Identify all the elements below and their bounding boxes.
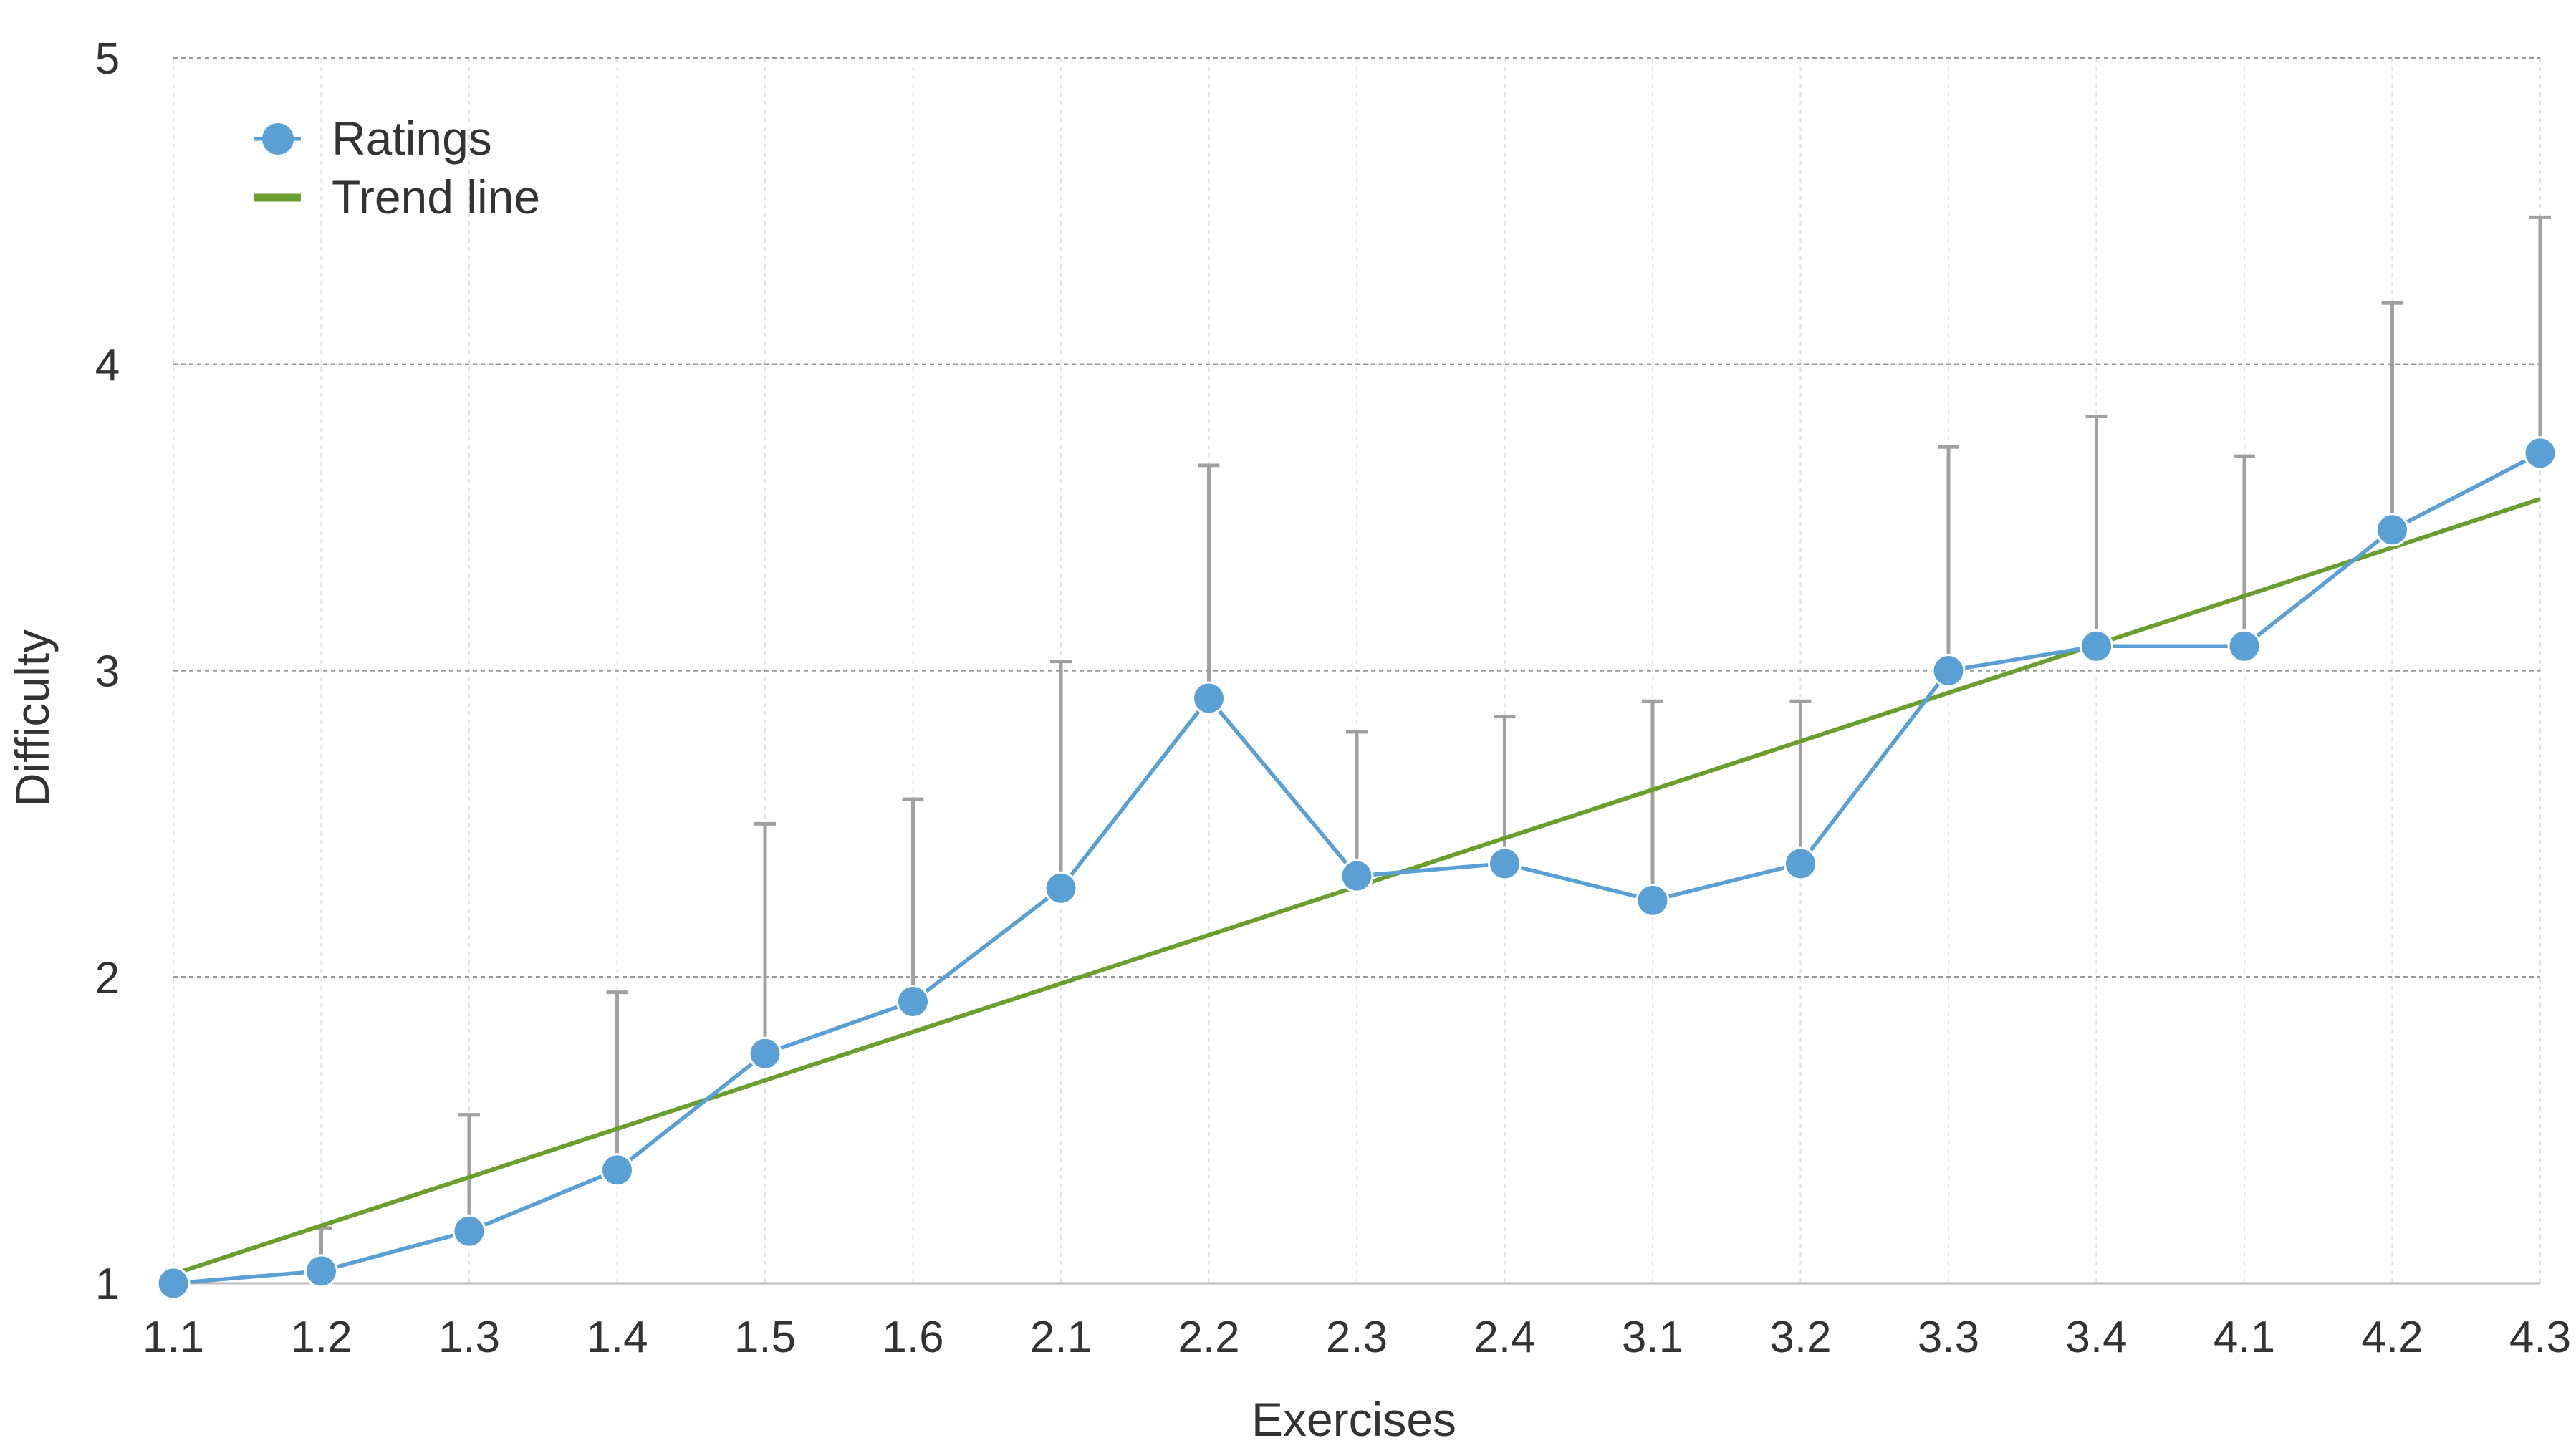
y-tick-label-3: 3 — [95, 647, 120, 697]
legend-ratings-label: Ratings — [332, 112, 492, 165]
ratings-point-1.1 — [156, 1266, 191, 1300]
x-tick-label-2.4: 2.4 — [1474, 1313, 1535, 1362]
y-tick-label-5: 5 — [95, 34, 120, 84]
ratings-point-2.4 — [1488, 846, 1522, 881]
tick-labels: 1 2 3 4 5 1.1 1.2 1.3 1.4 1.5 1.6 2.1 2.2 2.3 2.4 3.1 3.… — [95, 34, 2571, 1362]
x-tick-label-2.1: 2.1 — [1030, 1313, 1092, 1362]
ratings-point-3.2 — [1784, 846, 1817, 881]
ratings-point-2.3 — [1340, 859, 1374, 893]
ratings-point-2.2 — [1192, 681, 1226, 715]
legend: Ratings Trend line — [254, 112, 540, 223]
x-tick-label-4.1: 4.1 — [2214, 1313, 2275, 1362]
x-tick-label-1.4: 1.4 — [586, 1313, 648, 1362]
y-tick-label-1: 1 — [95, 1260, 120, 1309]
y-tick-label-2: 2 — [95, 953, 120, 1003]
ratings-point-4.2 — [2375, 513, 2409, 547]
x-tick-label-2.2: 2.2 — [1178, 1313, 1239, 1362]
ratings-point-1.6 — [896, 984, 930, 1018]
ratings-point-1.2 — [304, 1254, 338, 1288]
x-tick-label-3.1: 3.1 — [1622, 1313, 1683, 1362]
x-tick-label-3.2: 3.2 — [1769, 1313, 1831, 1362]
x-tick-label-3.4: 3.4 — [2065, 1313, 2127, 1362]
x-tick-label-1.5: 1.5 — [734, 1313, 796, 1362]
ratings-point-4.3 — [2523, 436, 2557, 470]
legend-trend-label: Trend line — [332, 170, 540, 223]
x-axis-title: Exercises — [1251, 1393, 1456, 1446]
error-bars — [310, 215, 2551, 1271]
ratings-series — [156, 436, 2557, 1300]
x-tick-label-2.3: 2.3 — [1326, 1313, 1388, 1362]
grid — [173, 57, 2541, 1283]
ratings-point-3.1 — [1635, 883, 1670, 917]
x-tick-label-1.2: 1.2 — [290, 1313, 352, 1362]
ratings-point-3.4 — [2080, 629, 2113, 663]
x-tick-label-1.3: 1.3 — [438, 1313, 500, 1362]
x-tick-label-1.6: 1.6 — [882, 1313, 943, 1362]
ratings-point-1.3 — [452, 1214, 486, 1248]
x-tick-label-4.2: 4.2 — [2361, 1313, 2423, 1362]
ratings-point-2.1 — [1044, 871, 1078, 905]
ratings-point-1.4 — [600, 1153, 634, 1187]
y-axis-title: Difficulty — [6, 629, 59, 807]
ratings-point-3.3 — [1931, 654, 1966, 687]
ratings-point-4.1 — [2227, 629, 2262, 663]
x-tick-label-1.1: 1.1 — [143, 1313, 204, 1362]
x-tick-label-4.3: 4.3 — [2509, 1313, 2571, 1362]
legend-ratings-marker — [262, 123, 294, 155]
x-tick-label-3.3: 3.3 — [1918, 1313, 1979, 1362]
y-tick-label-4: 4 — [95, 341, 120, 390]
ratings-point-1.5 — [748, 1036, 782, 1071]
